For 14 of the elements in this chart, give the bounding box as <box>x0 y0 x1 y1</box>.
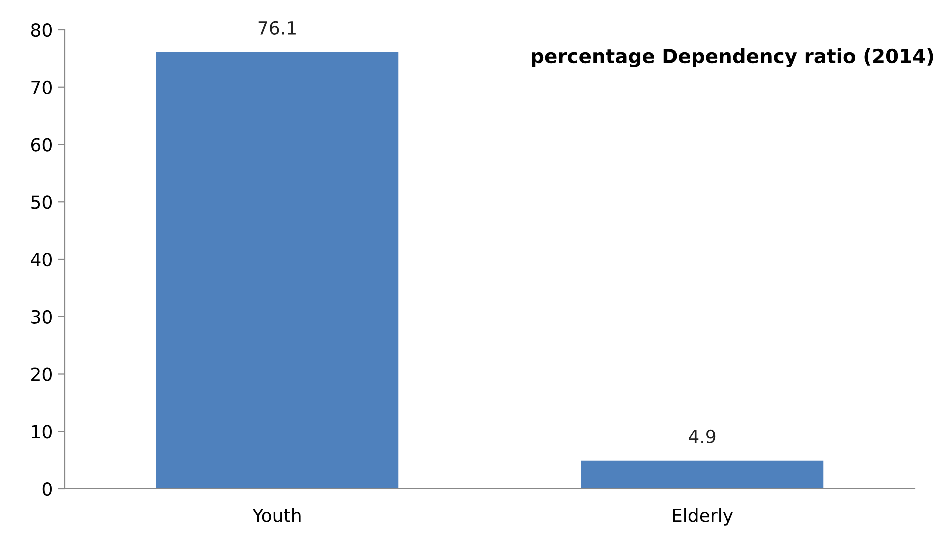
data-label: 76.1 <box>258 21 296 35</box>
y-tick-label: 50 <box>32 196 52 210</box>
y-tick-label: 20 <box>32 368 52 382</box>
y-tick-label: 30 <box>32 310 52 324</box>
y-tick-label: 0 <box>42 482 52 496</box>
y-tick-label: 40 <box>31 252 52 267</box>
data-label: 4.9 <box>689 430 716 444</box>
y-tick-label: 70 <box>32 80 52 94</box>
y-tick-label: 10 <box>32 425 52 439</box>
y-tick-label: 80 <box>31 23 52 38</box>
x-tick-label: Elderly <box>673 508 734 526</box>
x-tick-label: Youth <box>252 508 301 522</box>
y-tick-label: 60 <box>31 138 52 152</box>
text: percentage Dependency ratio (2014) <box>532 48 934 68</box>
